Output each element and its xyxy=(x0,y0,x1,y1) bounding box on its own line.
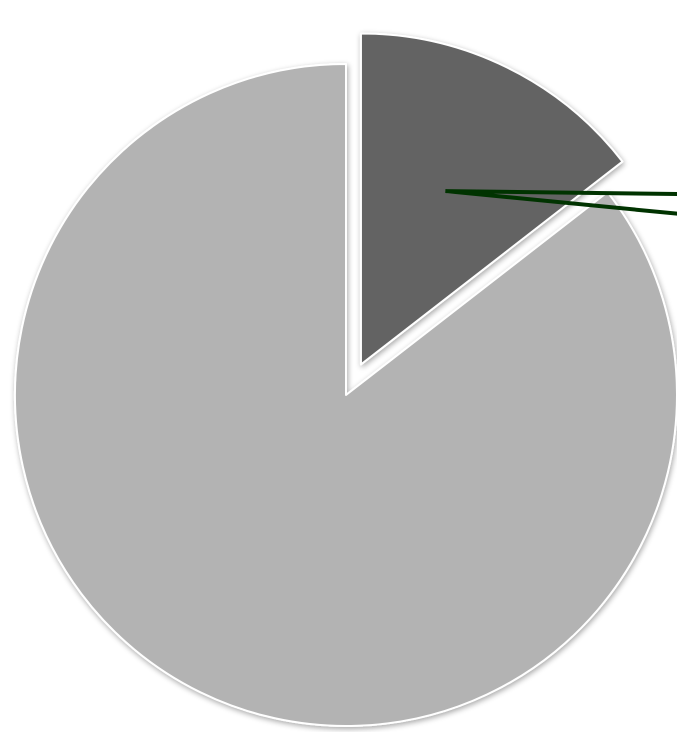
pie-slices xyxy=(14,32,677,727)
pie-slice-2 xyxy=(14,63,677,727)
pie-slice-1 xyxy=(359,32,624,366)
callout-lines xyxy=(445,189,677,216)
callout-line xyxy=(445,189,677,216)
